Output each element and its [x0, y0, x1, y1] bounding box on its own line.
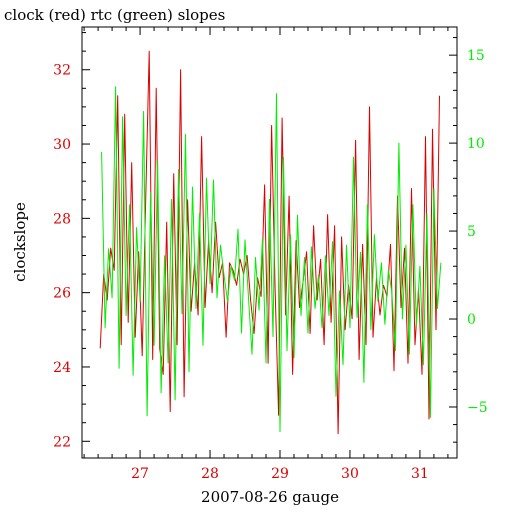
chart-title: clock (red) rtc (green) slopes [4, 6, 225, 24]
x-tick-label: 27 [131, 466, 149, 482]
right-tick-label: −5 [467, 400, 488, 416]
x-axis-label: 2007-08-26 gauge [201, 488, 339, 506]
plot-frame [81, 26, 458, 459]
right-axis: −5 0 5 10 15 [449, 37, 488, 443]
left-tick-label: 28 [53, 211, 71, 227]
clock-series-line [99, 50, 440, 435]
top-axis [83, 27, 449, 35]
x-tick-label: 29 [271, 466, 289, 482]
x-tick-label: 31 [411, 466, 429, 482]
x-tick-label: 28 [201, 466, 219, 482]
right-tick-label: 5 [467, 224, 476, 240]
left-tick-label: 24 [53, 360, 71, 376]
right-tick-label: 10 [467, 136, 485, 152]
right-tick-label: 0 [467, 312, 476, 328]
series-layer [99, 50, 442, 435]
left-axis: 22 24 26 28 30 32 [53, 32, 90, 450]
rtc-series-line [101, 86, 442, 433]
right-tick-label: 15 [467, 48, 485, 64]
x-tick-label: 30 [341, 466, 359, 482]
y-axis-label: clockslope [11, 202, 29, 282]
bottom-axis: 27 28 29 30 31 [83, 450, 449, 482]
left-tick-label: 22 [53, 434, 71, 450]
left-tick-label: 26 [53, 286, 71, 302]
left-tick-label: 30 [53, 137, 71, 153]
left-tick-label: 32 [53, 63, 71, 79]
